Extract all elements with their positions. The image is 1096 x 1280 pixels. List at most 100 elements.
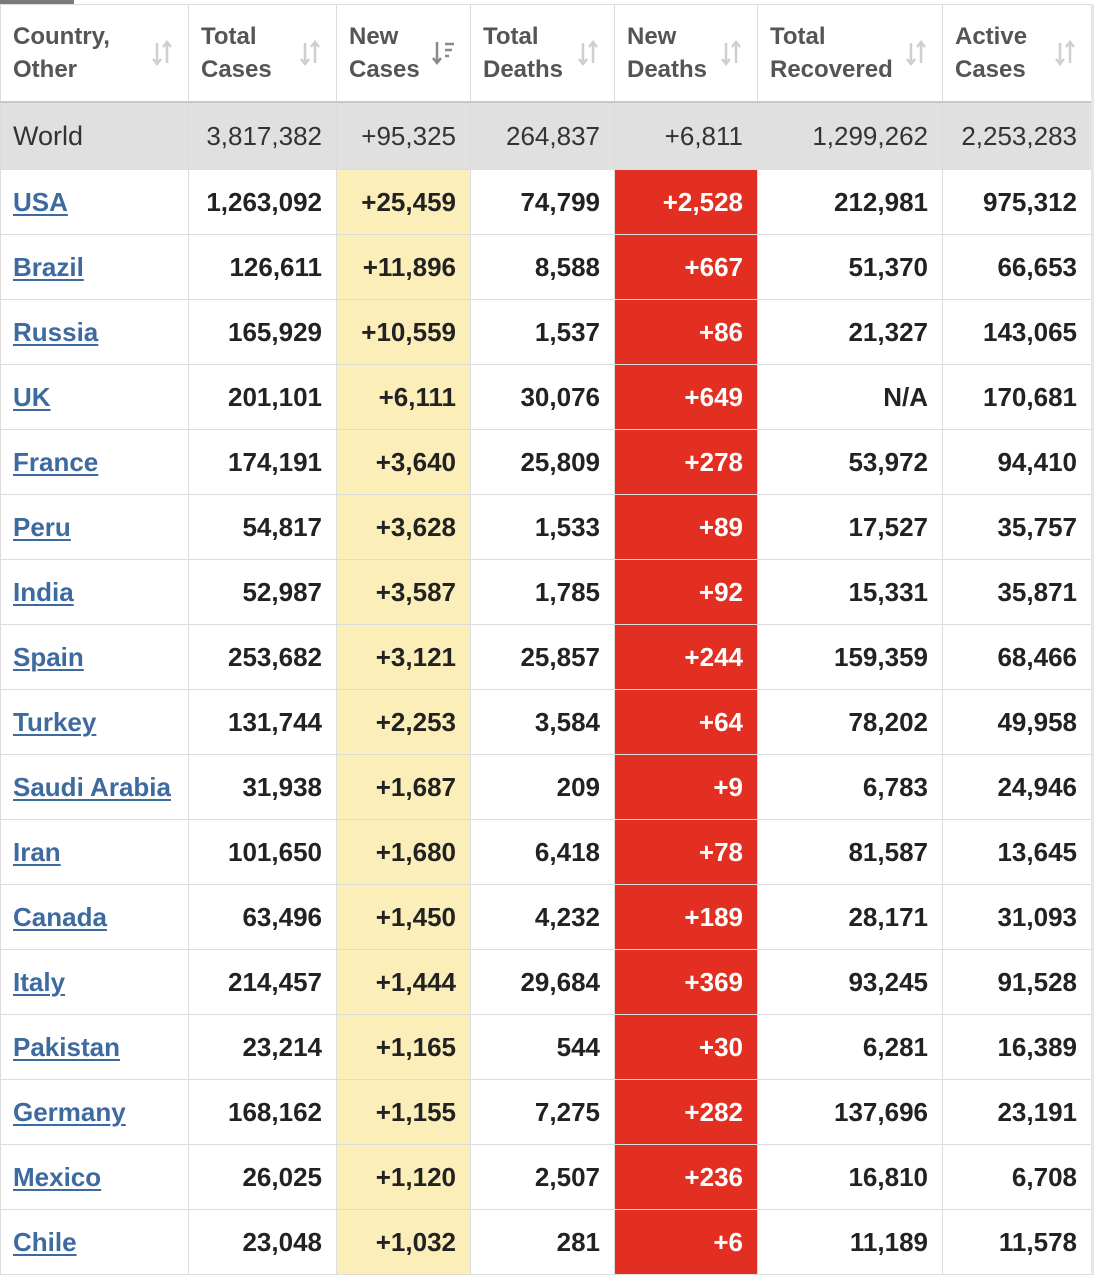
sort-both-icon[interactable]	[576, 38, 600, 68]
new-cases-cell: +1,155	[336, 1079, 471, 1145]
total-recovered-cell: 93,245	[757, 949, 943, 1015]
sort-both-icon[interactable]	[298, 38, 322, 68]
table-row: Canada 63,496 +1,450 4,232 +189 28,171 31,093	[0, 884, 1094, 950]
country-cell: Spain	[0, 624, 189, 690]
total-recovered-cell: 159,359	[757, 624, 943, 690]
country-cell: Brazil	[0, 234, 189, 300]
table-row: UK 201,101 +6,111 30,076 +649 N/A 170,681	[0, 364, 1094, 430]
total-deaths-cell: 544	[470, 1014, 615, 1080]
new-cases-cell: +1,032	[336, 1209, 471, 1275]
table-row: Germany 168,162 +1,155 7,275 +282 137,696 23,1…	[0, 1079, 1094, 1145]
new-cases-cell: +11,896	[336, 234, 471, 300]
country-cell: Chile	[0, 1209, 189, 1275]
country-link[interactable]: UK	[13, 381, 51, 412]
world-total-row: World 3,817,382 +95,325 264,837 +6,811 1…	[0, 101, 1094, 170]
country-link[interactable]: Canada	[13, 901, 107, 932]
new-deaths-cell: +369	[614, 949, 758, 1015]
total-cases-cell: 23,214	[188, 1014, 337, 1080]
sort-desc-active-icon[interactable]	[432, 38, 456, 68]
table-row: Italy 214,457 +1,444 29,684 +369 93,245 91,528	[0, 949, 1094, 1015]
total-cases-cell: 63,496	[188, 884, 337, 950]
total-recovered-cell: 137,696	[757, 1079, 943, 1145]
new-cases-cell: +1,120	[336, 1144, 471, 1210]
country-link[interactable]: Mexico	[13, 1161, 102, 1192]
table-row: India 52,987 +3,587 1,785 +92 15,331 35,871	[0, 559, 1094, 625]
new-cases-cell: +1,165	[336, 1014, 471, 1080]
active-cases-cell: 170,681	[942, 364, 1094, 430]
new-cases-cell: +3,640	[336, 429, 471, 495]
country-link[interactable]: Spain	[13, 641, 84, 672]
new-cases-cell: +1,680	[336, 819, 471, 885]
sort-both-icon[interactable]	[719, 38, 743, 68]
total-deaths-cell: 2,507	[470, 1144, 615, 1210]
header-active-cases[interactable]: Active Cases	[942, 4, 1094, 103]
table-row: Pakistan 23,214 +1,165 544 +30 6,281 16,389	[0, 1014, 1094, 1080]
header-label: Total	[201, 23, 257, 50]
new-deaths-cell: +2,528	[614, 169, 758, 235]
country-cell: Iran	[0, 819, 189, 885]
header-total-deaths[interactable]: Total Deaths	[470, 4, 615, 103]
country-link[interactable]: India	[13, 576, 74, 607]
country-link[interactable]: Germany	[13, 1096, 126, 1127]
total-cases-cell: 214,457	[188, 949, 337, 1015]
country-link[interactable]: Saudi Arabia	[13, 771, 171, 802]
total-cases-cell: 168,162	[188, 1079, 337, 1145]
new-deaths-cell: +9	[614, 754, 758, 820]
country-link[interactable]: Iran	[13, 836, 61, 867]
country-cell: Pakistan	[0, 1014, 189, 1080]
sort-both-icon[interactable]	[1053, 38, 1077, 68]
new-deaths-cell: +64	[614, 689, 758, 755]
country-link[interactable]: France	[13, 446, 99, 477]
table-row: Russia 165,929 +10,559 1,537 +86 21,327 143,06…	[0, 299, 1094, 365]
country-link[interactable]: Peru	[13, 511, 71, 542]
world-total-deaths: 264,837	[470, 101, 615, 170]
header-label: New	[349, 23, 399, 50]
header-total-recovered[interactable]: Total Recovered	[757, 4, 943, 103]
new-deaths-cell: +649	[614, 364, 758, 430]
sort-both-icon[interactable]	[904, 38, 928, 68]
total-cases-cell: 165,929	[188, 299, 337, 365]
country-link[interactable]: Chile	[13, 1226, 77, 1257]
sort-both-icon[interactable]	[150, 38, 174, 68]
header-total-cases[interactable]: Total Cases	[188, 4, 337, 103]
new-deaths-cell: +86	[614, 299, 758, 365]
total-recovered-cell: 11,189	[757, 1209, 943, 1275]
header-country[interactable]: Country, Other	[0, 4, 189, 103]
total-cases-cell: 174,191	[188, 429, 337, 495]
total-recovered-cell: 78,202	[757, 689, 943, 755]
total-deaths-cell: 4,232	[470, 884, 615, 950]
total-cases-cell: 54,817	[188, 494, 337, 560]
new-cases-cell: +3,628	[336, 494, 471, 560]
new-cases-cell: +6,111	[336, 364, 471, 430]
world-new-deaths: +6,811	[614, 101, 758, 170]
total-cases-cell: 1,263,092	[188, 169, 337, 235]
header-label: New	[627, 23, 677, 50]
country-link[interactable]: Pakistan	[13, 1031, 120, 1062]
country-link[interactable]: Russia	[13, 316, 99, 347]
total-deaths-cell: 25,857	[470, 624, 615, 690]
country-link[interactable]: USA	[13, 186, 68, 217]
header-label: Cases	[349, 56, 420, 83]
country-link[interactable]: Turkey	[13, 706, 97, 737]
country-cell: Peru	[0, 494, 189, 560]
total-recovered-cell: 16,810	[757, 1144, 943, 1210]
header-new-deaths[interactable]: New Deaths	[614, 4, 758, 103]
new-deaths-cell: +78	[614, 819, 758, 885]
active-cases-cell: 24,946	[942, 754, 1094, 820]
country-cell: Russia	[0, 299, 189, 365]
header-new-cases[interactable]: New Cases	[336, 4, 471, 103]
total-cases-cell: 131,744	[188, 689, 337, 755]
new-deaths-cell: +89	[614, 494, 758, 560]
table-header-row: Country, Other Total Cases New Cases Tot…	[0, 4, 1094, 103]
total-recovered-cell: N/A	[757, 364, 943, 430]
table-row: Peru 54,817 +3,628 1,533 +89 17,527 35,757	[0, 494, 1094, 560]
country-link[interactable]: Italy	[13, 966, 66, 997]
active-cases-cell: 49,958	[942, 689, 1094, 755]
total-deaths-cell: 8,588	[470, 234, 615, 300]
total-recovered-cell: 21,327	[757, 299, 943, 365]
header-label: Recovered	[770, 56, 893, 83]
new-cases-cell: +1,444	[336, 949, 471, 1015]
country-link[interactable]: Brazil	[13, 251, 84, 282]
header-label: Active	[955, 23, 1028, 50]
new-deaths-cell: +30	[614, 1014, 758, 1080]
